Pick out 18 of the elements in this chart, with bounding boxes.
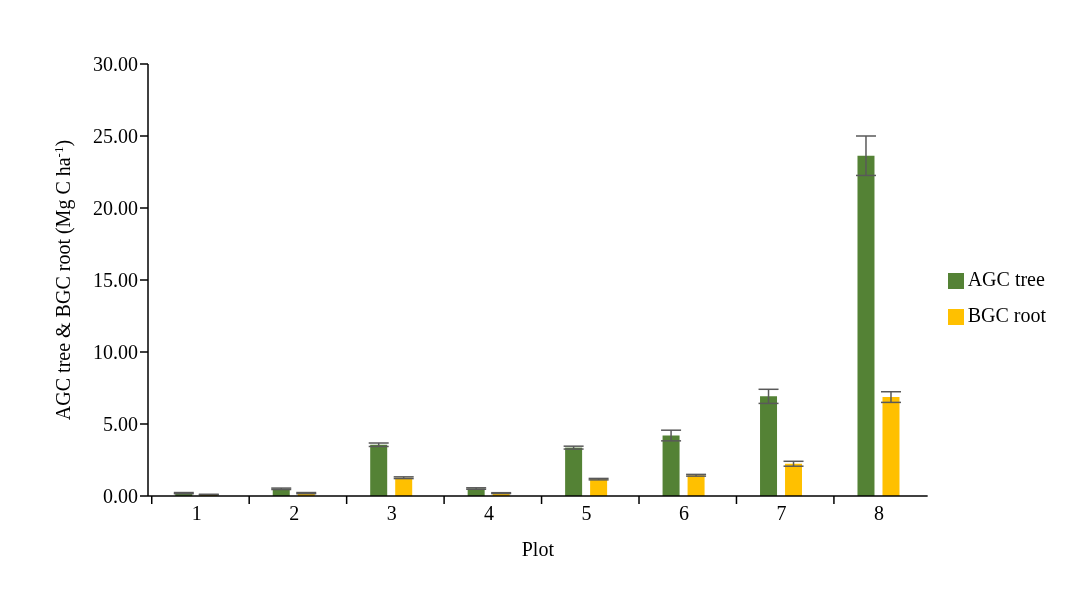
x-tick-label: 4 bbox=[484, 502, 495, 525]
x-tick-label: 8 bbox=[873, 502, 884, 525]
x-tick-label: 6 bbox=[679, 502, 690, 525]
legend-label: BGC root bbox=[967, 304, 1046, 326]
y-tick-label: 15.00 bbox=[93, 269, 138, 292]
x-axis-title: Plot bbox=[521, 538, 555, 560]
x-tick-label: 7 bbox=[776, 502, 787, 525]
y-tick-label: 5.00 bbox=[103, 413, 138, 436]
y-tick-label: 0.00 bbox=[103, 485, 138, 508]
x-tick-label: 5 bbox=[581, 502, 592, 525]
legend-label: AGC tree bbox=[967, 268, 1045, 290]
y-tick-label: 25.00 bbox=[93, 125, 138, 148]
x-tick-label: 1 bbox=[191, 502, 202, 525]
x-tick-label: 2 bbox=[289, 502, 300, 525]
y-tick-label: 20.00 bbox=[93, 197, 138, 220]
y-tick-label: 30.00 bbox=[93, 53, 138, 76]
x-tick-label: 3 bbox=[386, 502, 397, 525]
y-tick-label: 10.00 bbox=[93, 341, 138, 364]
